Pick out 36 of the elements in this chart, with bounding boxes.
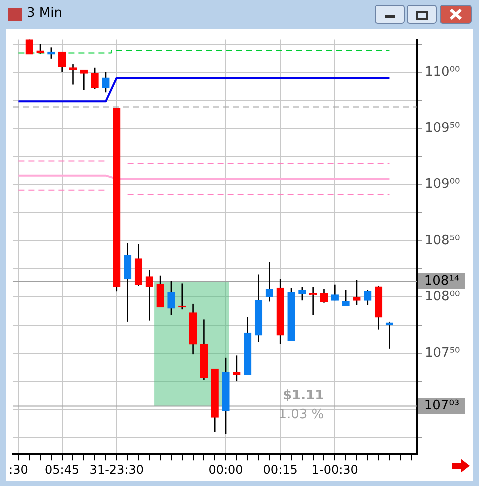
candlestick [124, 242, 132, 323]
x-tick-label: 31-23:30 [90, 462, 144, 477]
annotation: 1.03 % [278, 408, 324, 423]
candlestick [266, 262, 274, 302]
candlestick [69, 64, 78, 86]
candlestick [91, 67, 99, 90]
y-tick-label: 109⁰⁰ [425, 177, 460, 192]
candlestick [156, 275, 164, 308]
candlestick [386, 321, 394, 350]
ref-line-label: 108¹⁴ [424, 274, 460, 289]
candlestick [298, 286, 306, 302]
y-tick-label: 107⁵⁰ [425, 346, 460, 361]
candlestick [331, 284, 339, 302]
candlestick [80, 70, 88, 92]
candlestick [233, 355, 241, 382]
candlestick [102, 72, 110, 94]
y-tick-label: 108⁰⁰ [425, 290, 460, 305]
candlestick [58, 52, 66, 74]
x-tick-label: 05:45 [45, 462, 80, 477]
annotation: $1.11 [283, 388, 324, 404]
x-tick-label: 00:00 [208, 462, 244, 477]
ref-line-label: 107⁰³ [424, 398, 460, 414]
candlestick [26, 39, 34, 56]
x-tick-label: :30 [9, 462, 28, 477]
y-tick-label: 108⁵⁰ [425, 233, 460, 248]
x-tick-label: 1-00:30 [312, 462, 358, 477]
y-tick-label: 110⁰⁰ [425, 64, 460, 80]
candlestick [353, 280, 361, 306]
x-tick-label: 00:15 [263, 462, 298, 477]
candlestick [342, 290, 350, 307]
candlestick [36, 44, 44, 56]
chart-title: 3 Min [27, 6, 62, 21]
y-tick-label: 109⁵⁰ [425, 120, 460, 136]
candlestick [168, 280, 176, 316]
candlestick [146, 270, 154, 322]
candlestick [364, 290, 372, 306]
